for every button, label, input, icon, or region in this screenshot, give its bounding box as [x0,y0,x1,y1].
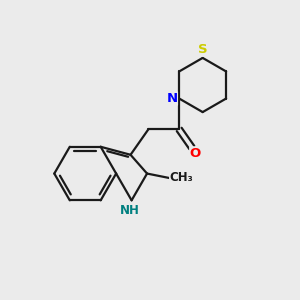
Text: S: S [198,43,208,56]
Text: CH₃: CH₃ [169,172,194,184]
Text: O: O [190,147,201,160]
Text: N: N [166,92,177,105]
Text: NH: NH [120,204,140,217]
